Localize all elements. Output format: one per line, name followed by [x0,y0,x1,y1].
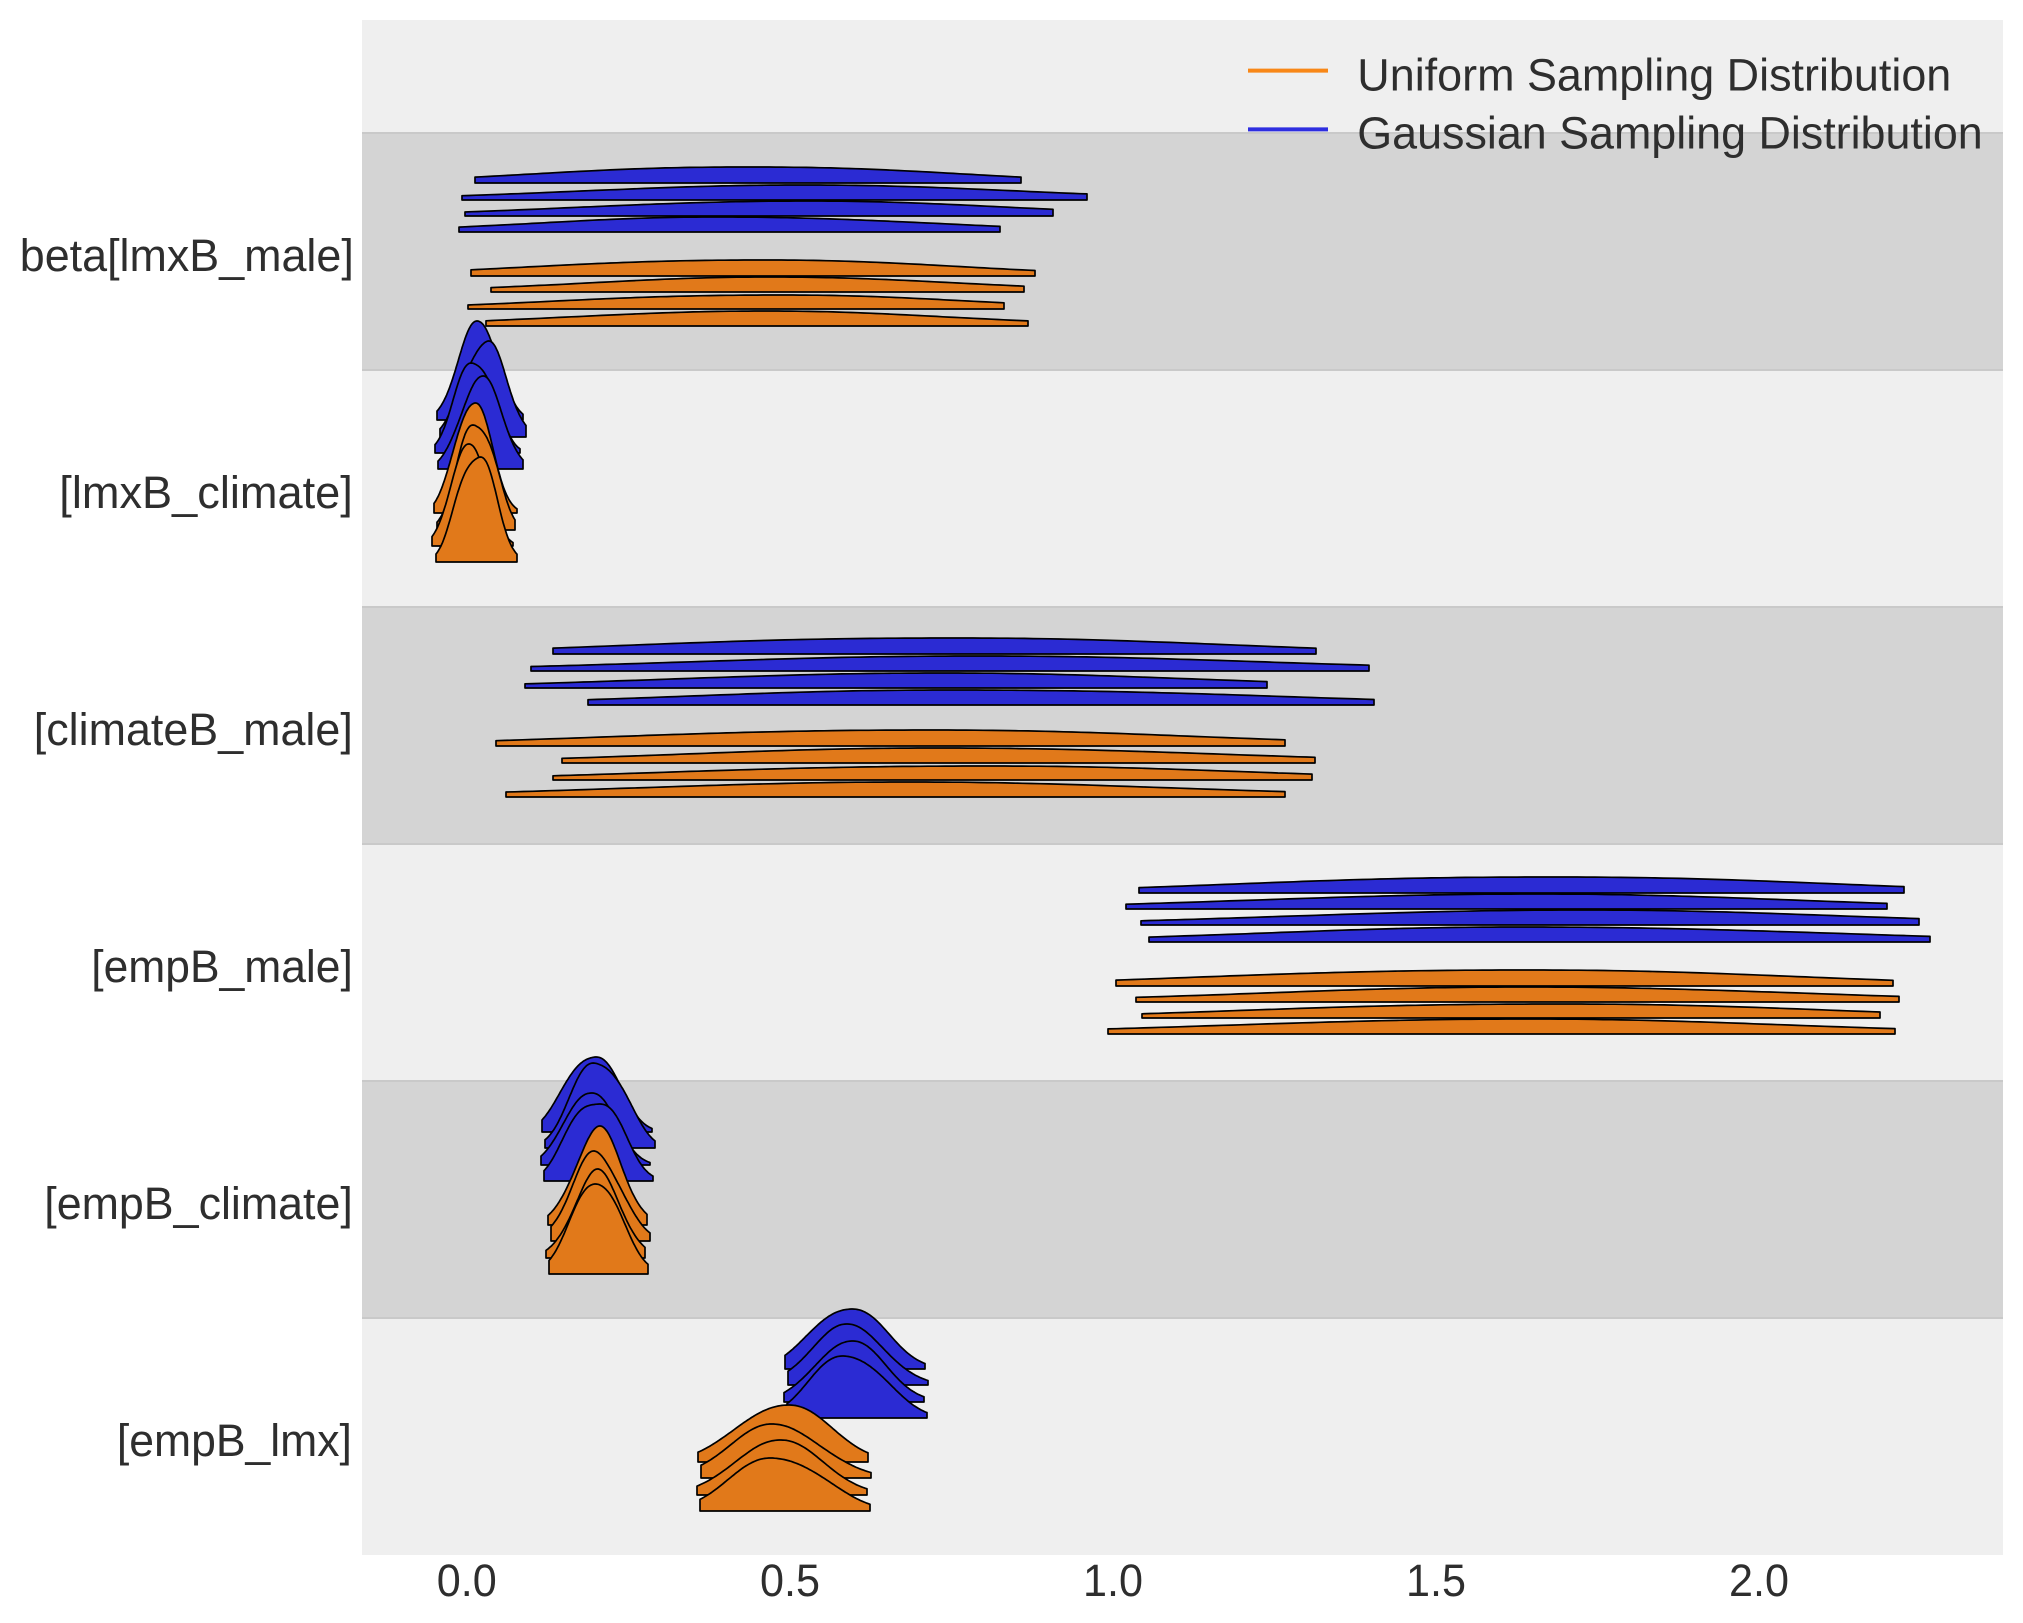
svg-text:0.5: 0.5 [760,1555,820,1606]
svg-text:[lmxB_climate]: [lmxB_climate] [59,467,353,518]
svg-text:0.0: 0.0 [437,1555,497,1606]
svg-text:1.0: 1.0 [1083,1555,1143,1606]
svg-text:[empB_male]: [empB_male] [91,941,353,992]
svg-text:[empB_lmx]: [empB_lmx] [117,1415,352,1466]
svg-text:Uniform Sampling Distribution: Uniform Sampling Distribution [1357,50,1951,101]
svg-text:1.5: 1.5 [1406,1555,1466,1606]
svg-text:beta[lmxB_male]: beta[lmxB_male] [20,230,354,281]
svg-text:Gaussian Sampling Distribution: Gaussian Sampling Distribution [1357,108,1982,159]
svg-text:2.0: 2.0 [1729,1555,1789,1606]
svg-text:[climateB_male]: [climateB_male] [34,704,353,755]
svg-text:[empB_climate]: [empB_climate] [44,1178,353,1229]
